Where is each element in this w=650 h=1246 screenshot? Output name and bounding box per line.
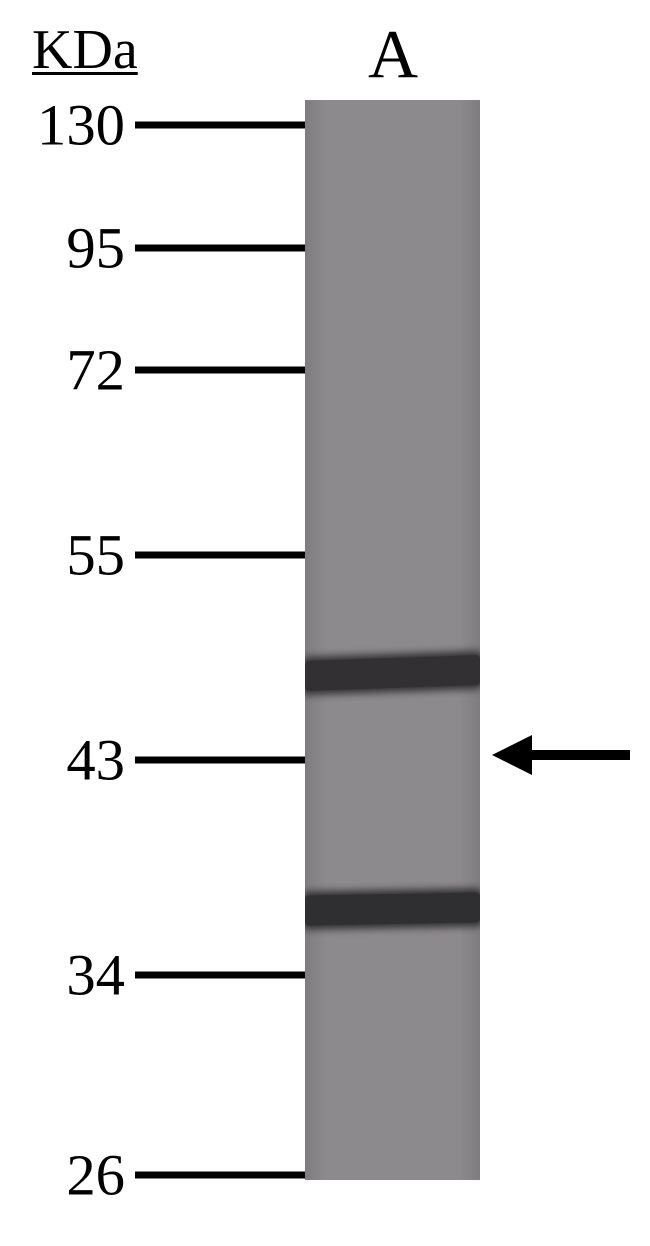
axis-title: KDa: [32, 18, 138, 82]
marker-tick: [135, 367, 305, 374]
marker-tick: [135, 122, 305, 129]
band-43kda: [305, 655, 480, 691]
marker-label: 95: [66, 215, 125, 282]
marker-label: 130: [37, 92, 125, 159]
arrow-head-icon: [492, 735, 532, 775]
band-34kda: [305, 892, 480, 925]
marker-label: 26: [66, 1142, 125, 1209]
arrow-shaft: [531, 750, 630, 760]
marker-tick: [135, 552, 305, 559]
blot-figure: KDa A 130957255433426: [0, 0, 650, 1246]
lane-label: A: [368, 14, 418, 94]
marker-tick: [135, 972, 305, 979]
marker-label: 72: [66, 337, 125, 404]
marker-label: 34: [66, 942, 125, 1009]
lane-bottom-crop: [305, 1180, 480, 1210]
marker-tick: [135, 1172, 305, 1179]
marker-tick: [135, 245, 305, 252]
blot-lane: [305, 100, 480, 1210]
target-band-arrow: [0, 735, 650, 775]
marker-label: 55: [66, 522, 125, 589]
